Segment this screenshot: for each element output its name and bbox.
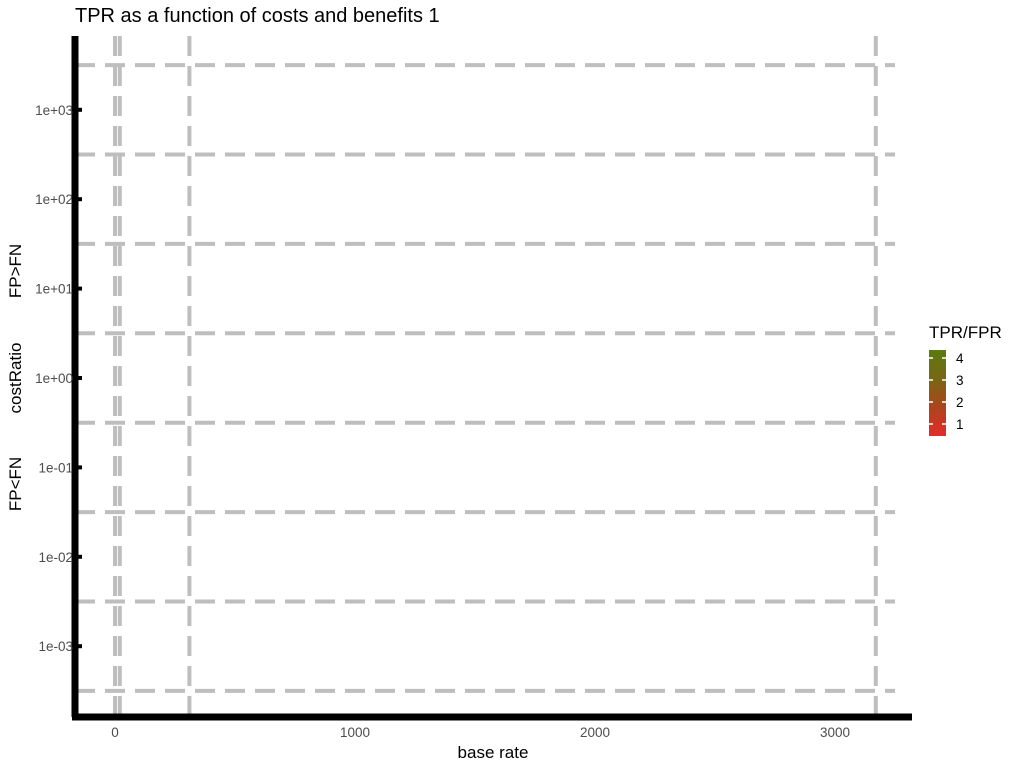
chart-title: TPR as a function of costs and benefits …	[75, 5, 440, 27]
x-axis-ticks: 0 1000 2000 3000	[111, 714, 850, 740]
legend-label: 2	[956, 395, 964, 410]
y-tick-label: 1e+01	[35, 282, 73, 297]
x-tick-label: 2000	[580, 725, 610, 740]
legend-label: 3	[956, 373, 964, 388]
x-tick-label: 0	[111, 725, 119, 740]
y-tick-label: 1e-01	[38, 460, 73, 475]
y-axis-annotation-low: FP<FN	[6, 457, 25, 511]
y-tick-label: 1e+03	[35, 103, 73, 118]
y-axis-ticks: 1e-03 1e-02 1e-01 1e+00 1e+01 1e+02 1e+03	[35, 103, 82, 654]
vertical-gridlines	[113, 36, 878, 717]
legend-title: TPR/FPR	[929, 323, 1002, 342]
x-tick-label: 1000	[340, 725, 370, 740]
x-axis-title: base rate	[458, 743, 529, 762]
y-tick-label: 1e-02	[38, 550, 73, 565]
legend-label: 1	[956, 417, 964, 432]
y-tick-label: 1e-03	[38, 639, 73, 654]
x-tick-label: 3000	[820, 725, 850, 740]
y-tick-label: 1e+00	[35, 371, 73, 386]
y-axis-title: costRatio	[6, 343, 25, 414]
legend: TPR/FPR 4 3 2 1	[929, 323, 1002, 436]
y-axis-annotation-high: FP>FN	[6, 244, 25, 298]
legend-label: 4	[956, 351, 964, 366]
legend-colorbar	[929, 350, 946, 436]
y-tick-label: 1e+02	[35, 192, 73, 207]
horizontal-gridlines	[75, 63, 895, 693]
